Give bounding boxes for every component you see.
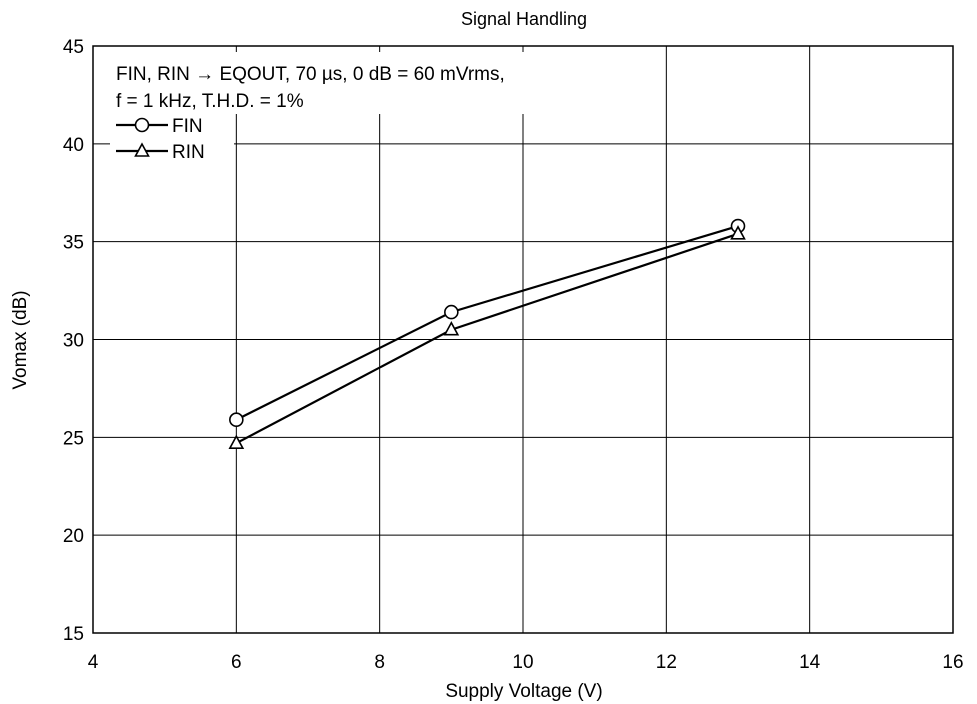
y-tick-label: 30 (63, 331, 84, 352)
data-point-rin (443, 321, 460, 336)
y-tick-labels: 15 20 25 30 35 40 45 (63, 37, 84, 645)
data-point-fin (229, 412, 244, 428)
y-tick-label: 25 (63, 428, 84, 449)
x-tick-label: 4 (88, 652, 99, 673)
x-tick-labels: 4 6 8 10 12 14 16 (88, 652, 964, 673)
y-tick-label: 35 (63, 233, 84, 254)
annotation-background (97, 52, 637, 114)
x-axis-label: Supply Voltage (V) (445, 681, 602, 702)
chart-title: Signal Handling (461, 9, 587, 29)
series-layer (228, 218, 746, 450)
x-tick-label: 14 (799, 652, 821, 673)
data-point-rin (228, 434, 245, 450)
y-tick-label: 40 (63, 135, 84, 156)
y-tick-label: 20 (63, 526, 84, 547)
data-point-fin (444, 304, 459, 320)
legend: FIN RIN (110, 113, 234, 163)
legend-label-rin: RIN (172, 142, 205, 163)
series-line-rin (235, 232, 739, 445)
y-tick-label: 15 (63, 624, 84, 645)
plot-frame (92, 45, 954, 634)
y-axis-label: Vomax (dB) (10, 290, 31, 389)
legend-marker-fin (134, 117, 150, 133)
annotation-line-1: FIN, RIN → EQOUT, 70 µs, 0 dB = 60 mVrms… (116, 64, 505, 85)
legend-marker-rin (134, 142, 150, 157)
annotation-line-2: f = 1 kHz, T.H.D. = 1% (116, 91, 304, 112)
data-point-rin (730, 225, 746, 240)
x-tick-label: 6 (231, 652, 242, 673)
x-tick-label: 12 (656, 652, 677, 673)
x-tick-label: 16 (942, 652, 963, 673)
x-tick-label: 10 (512, 652, 533, 673)
y-tick-label: 45 (63, 37, 84, 58)
x-tick-label: 8 (374, 652, 385, 673)
legend-label-fin: FIN (172, 116, 203, 137)
series-line-fin (235, 224, 739, 421)
